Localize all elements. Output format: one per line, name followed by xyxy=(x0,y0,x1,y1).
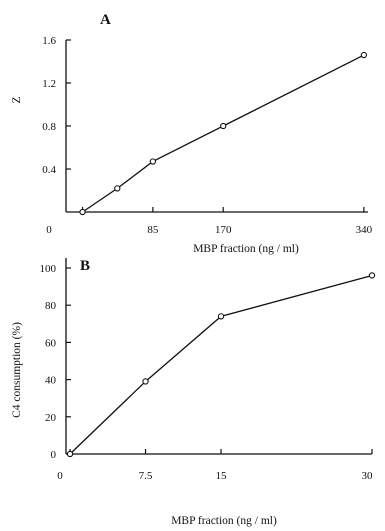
y-tick-label-1-4: 80 xyxy=(45,300,57,312)
y-tick-label-1-2: 40 xyxy=(45,375,57,387)
x-tick-label-0-2: 170 xyxy=(215,224,232,236)
x-tick-label-1-3: 30 xyxy=(362,470,374,482)
x-tick-label-0-3: 340 xyxy=(356,224,373,236)
y-tick-label-0-1: 0.8 xyxy=(42,121,56,133)
y-tick-label-1-5: 100 xyxy=(40,263,57,275)
y-tick-label-0-0: 0.4 xyxy=(42,164,56,176)
panel-label-a: A xyxy=(100,12,111,28)
panel-label-b: B xyxy=(80,258,90,274)
series-line-1 xyxy=(69,274,373,455)
x-axis-label-a: MBP fraction (ng / ml) xyxy=(193,243,299,255)
x-tick-label-0-0: 0 xyxy=(46,224,52,236)
data-point-1-1 xyxy=(142,378,149,385)
data-point-0-0 xyxy=(79,208,86,216)
data-point-1-3 xyxy=(368,272,376,279)
x-tick-label-1-0: 0 xyxy=(57,470,63,482)
y-tick-label-1-1: 20 xyxy=(45,412,57,424)
data-point-0-1 xyxy=(114,185,121,192)
data-point-0-4 xyxy=(360,51,368,59)
x-axis-label-b: MBP fraction (ng / ml) xyxy=(171,515,277,527)
x-tick-label-1-1: 7.5 xyxy=(139,470,153,482)
y-axis-label-a: Z xyxy=(11,96,23,103)
data-point-1-0 xyxy=(66,450,74,458)
y-tick-label-1-0: 0 xyxy=(51,449,57,461)
y-tick-label-0-3: 1.6 xyxy=(42,35,56,47)
x-tick-label-1-2: 15 xyxy=(216,470,228,482)
chart-panel-a: A 0 85 170 340 0.4 0.8 1.2 1.6 Z MBP fraction (… xyxy=(11,12,373,255)
y-axis-label-b: C4 consumption (%) xyxy=(11,322,23,418)
data-point-0-3 xyxy=(220,122,227,130)
series-line-0 xyxy=(82,54,365,213)
data-point-0-2 xyxy=(149,158,157,165)
x-tick-label-0-1: 85 xyxy=(147,224,159,236)
y-tick-label-0-2: 1.2 xyxy=(42,78,56,90)
data-point-1-2 xyxy=(217,313,225,320)
y-tick-label-1-3: 60 xyxy=(45,337,57,349)
chart-panel-b: B 0 7.5 15 30 0 20 40 60 80 100 C4 consumption (%… xyxy=(11,258,376,527)
